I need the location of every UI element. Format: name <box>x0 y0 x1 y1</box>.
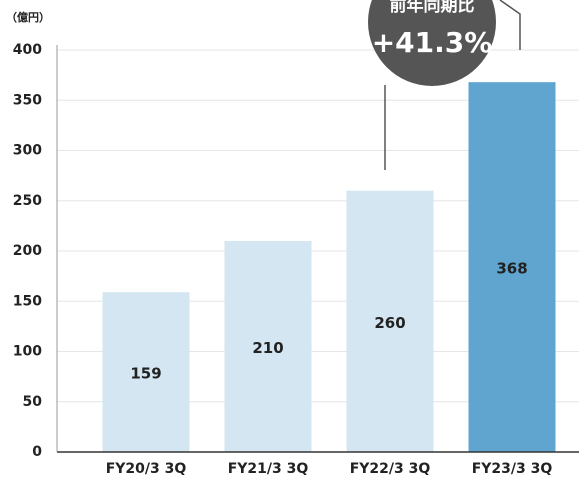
y-tick-label: 0 <box>32 444 42 460</box>
value-label: 260 <box>374 314 405 332</box>
annotation-label: 前年同期比 <box>390 0 475 16</box>
bar <box>102 292 190 452</box>
bar <box>224 240 312 452</box>
y-axis-label: （億円） <box>6 10 50 24</box>
bar <box>468 82 556 452</box>
y-tick-label: 200 <box>13 243 42 259</box>
bar <box>346 190 434 452</box>
value-label: 210 <box>252 339 283 357</box>
value-label: 159 <box>130 365 161 383</box>
y-tick-label: 400 <box>13 42 42 58</box>
x-tick-label: FY21/3 3Q <box>228 461 309 477</box>
y-tick-label: 150 <box>13 293 42 309</box>
y-tick-label: 250 <box>13 193 42 209</box>
x-tick-label: FY23/3 3Q <box>472 461 553 477</box>
value-label: 368 <box>496 260 527 278</box>
callout-circle <box>368 0 496 86</box>
x-tick-label: FY20/3 3Q <box>106 461 187 477</box>
x-tick-label: FY22/3 3Q <box>350 461 431 477</box>
y-tick-label: 300 <box>13 143 42 159</box>
y-tick-label: 350 <box>13 92 42 108</box>
y-tick-label: 50 <box>23 394 43 410</box>
bars: 159 210 260 368 <box>102 82 556 452</box>
y-tick-label: 100 <box>13 344 42 360</box>
callout-line <box>499 0 521 50</box>
annotation-value: +41.3% <box>372 26 493 59</box>
